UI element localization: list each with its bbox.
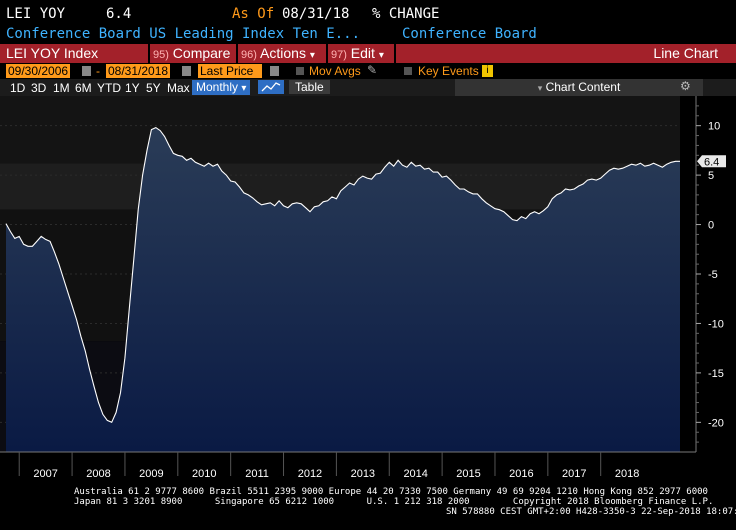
calendar-icon[interactable] <box>82 66 91 76</box>
footer-line-1: Australia 61 2 9777 8600 Brazil 5511 239… <box>74 487 708 497</box>
table-button[interactable]: Table <box>289 80 330 94</box>
function-bar: LEI YOY Index 95) Compare 96) Actions ▾ … <box>0 44 736 63</box>
footer-line-2: Japan 81 3 3201 8900 Singapore 65 6212 1… <box>74 497 714 507</box>
date-dash: - <box>96 64 100 78</box>
y-axis: 10 5 0 -5 -10 -15 -20 <box>695 96 724 452</box>
line-chart: 10 5 0 -5 -10 -15 -20 2007 2008 2009 2010 2011 2012… <box>0 96 736 484</box>
x-tick-label: 2011 <box>245 468 269 480</box>
y-tick-label: 10 <box>708 121 720 133</box>
x-tick-label: 2007 <box>33 468 57 480</box>
x-tick-label: 2017 <box>562 468 586 480</box>
dropdown-arrow-icon: ▾ <box>378 50 384 61</box>
header-row: LEI YOY 6.4 As Of 08/31/18 % CHANGE <box>6 6 730 24</box>
y-tick-label: 5 <box>708 170 714 182</box>
period-3d[interactable]: 3D <box>31 81 47 95</box>
y-tick-label: -20 <box>708 417 724 429</box>
period-toolbar: 1D 3D 1M 6M YTD 1Y 5Y Max Monthly ▾ Tabl… <box>0 79 736 96</box>
chart-content-panel[interactable]: ▾ Chart Content <box>455 79 703 96</box>
y-tick-label: 0 <box>708 220 714 232</box>
x-tick-label: 2018 <box>615 468 639 480</box>
footer-line-3: SN 578880 CEST GMT+2:00 H428-3350-3 22-S… <box>446 507 736 517</box>
period-1m[interactable]: 1M <box>53 81 70 95</box>
series-line <box>5 126 680 424</box>
last-value-marker: 6.4 <box>697 155 726 168</box>
header-value: 6.4 <box>106 6 132 22</box>
period-1d[interactable]: 1D <box>10 81 26 95</box>
dropdown-arrow-icon: ▾ <box>241 83 247 94</box>
separator <box>148 44 150 63</box>
period-5y[interactable]: 5Y <box>146 81 161 95</box>
period-max[interactable]: Max <box>167 81 190 95</box>
mov-avgs-checkbox[interactable] <box>296 67 304 75</box>
separator <box>394 44 396 63</box>
chart-type-label[interactable]: Line Chart <box>653 45 718 61</box>
key-events-label[interactable]: Key Events <box>418 64 479 78</box>
x-tick-label: 2014 <box>403 468 427 480</box>
x-tick-label: 2016 <box>509 468 533 480</box>
x-axis: 2007 2008 2009 2010 2011 2012 2013 2014 2015 2016… <box>0 451 696 480</box>
as-of-label: As Of <box>232 6 275 22</box>
index-description: Conference Board US Leading Index Ten E.… <box>6 26 361 42</box>
period-ytd[interactable]: YTD <box>97 81 121 95</box>
unit-label: % CHANGE <box>372 6 440 22</box>
end-date-field[interactable]: 08/31/2018 <box>106 64 171 78</box>
x-tick-label: 2015 <box>456 468 480 480</box>
y-tick-label: -10 <box>708 318 724 330</box>
compare-button[interactable]: 95) Compare <box>153 45 231 61</box>
as-of-date: 08/31/18 <box>282 6 350 22</box>
series-area <box>6 127 680 452</box>
key-events-checkbox[interactable] <box>404 67 412 75</box>
separator <box>326 44 328 63</box>
pencil-icon[interactable]: ✎ <box>367 63 378 77</box>
y-tick-label: -15 <box>708 368 724 380</box>
edit-button[interactable]: 97) Edit ▾ <box>331 45 384 61</box>
last-value-box <box>697 155 726 168</box>
x-tick-label: 2009 <box>139 468 163 480</box>
field-select[interactable]: Last Price <box>198 64 262 78</box>
description-row: Conference Board US Leading Index Ten E.… <box>6 26 730 44</box>
period-6m[interactable]: 6M <box>75 81 92 95</box>
separator <box>236 44 238 63</box>
caret-icon: ▾ <box>537 83 543 93</box>
mov-avgs-label[interactable]: Mov Avgs <box>309 64 361 78</box>
x-tick-label: 2013 <box>351 468 375 480</box>
calendar-icon[interactable] <box>182 66 191 76</box>
dropdown-arrow-icon: ▾ <box>309 50 315 61</box>
actions-button[interactable]: 96) Actions ▾ <box>241 45 315 61</box>
x-tick-label: 2010 <box>192 468 216 480</box>
gear-icon[interactable]: ⚙ <box>680 79 691 93</box>
x-tick-label: 2008 <box>86 468 110 480</box>
band-0 <box>0 96 680 164</box>
line-chart-icon[interactable] <box>258 80 284 94</box>
info-icon[interactable]: i <box>482 65 493 77</box>
frequency-select[interactable]: Monthly ▾ <box>192 80 251 95</box>
x-tick-label: 2012 <box>298 468 322 480</box>
source-label: Conference Board <box>402 26 537 42</box>
security-title: LEI YOY Index <box>6 45 99 61</box>
ticker: LEI YOY <box>6 6 66 22</box>
period-1y[interactable]: 1Y <box>125 81 140 95</box>
last-value-label: 6.4 <box>704 156 719 168</box>
date-range-row: 09/30/2006 - 08/31/2018 Last Price Mov A… <box>0 63 736 79</box>
dropdown-icon[interactable] <box>270 66 279 76</box>
start-date-field[interactable]: 09/30/2006 <box>6 64 71 78</box>
y-tick-label: -5 <box>708 269 718 281</box>
